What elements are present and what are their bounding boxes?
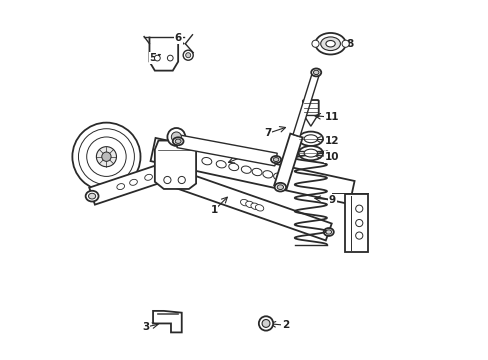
Circle shape (311, 40, 319, 47)
Text: 11: 11 (325, 112, 339, 122)
Circle shape (86, 137, 126, 176)
Text: 7: 7 (264, 129, 271, 138)
Polygon shape (155, 140, 196, 189)
Polygon shape (274, 134, 302, 189)
Polygon shape (177, 171, 331, 240)
Polygon shape (344, 194, 367, 252)
Circle shape (167, 55, 173, 61)
Circle shape (355, 232, 362, 239)
Text: 3: 3 (142, 322, 149, 332)
Ellipse shape (325, 230, 331, 234)
Ellipse shape (175, 139, 181, 143)
Circle shape (355, 205, 362, 212)
Polygon shape (153, 311, 182, 332)
Ellipse shape (325, 41, 335, 47)
Ellipse shape (129, 179, 137, 185)
Ellipse shape (263, 171, 272, 178)
Circle shape (78, 129, 134, 185)
Text: 9: 9 (328, 195, 335, 205)
Ellipse shape (255, 204, 263, 211)
Circle shape (183, 50, 193, 60)
Text: 1: 1 (210, 206, 217, 216)
Ellipse shape (304, 135, 317, 143)
Ellipse shape (252, 168, 262, 176)
FancyBboxPatch shape (303, 100, 318, 117)
Text: 5: 5 (149, 53, 156, 63)
Ellipse shape (274, 183, 285, 192)
Ellipse shape (298, 146, 323, 160)
Ellipse shape (315, 33, 345, 54)
Ellipse shape (277, 185, 283, 189)
Circle shape (167, 128, 185, 146)
Ellipse shape (273, 173, 283, 180)
Ellipse shape (270, 156, 281, 163)
Ellipse shape (88, 193, 96, 199)
Circle shape (96, 147, 116, 167)
Circle shape (258, 316, 273, 330)
Circle shape (72, 123, 140, 191)
Circle shape (102, 152, 111, 161)
Circle shape (341, 40, 348, 47)
Ellipse shape (228, 163, 238, 171)
Polygon shape (150, 138, 354, 204)
Ellipse shape (310, 68, 321, 76)
Text: 4: 4 (239, 152, 246, 162)
Ellipse shape (245, 201, 254, 208)
Polygon shape (89, 162, 170, 204)
Ellipse shape (144, 174, 152, 180)
Circle shape (163, 176, 171, 184)
Text: 6: 6 (174, 33, 182, 43)
Text: 10: 10 (325, 152, 339, 162)
Ellipse shape (85, 191, 99, 202)
Ellipse shape (117, 184, 124, 190)
Ellipse shape (323, 228, 333, 236)
Ellipse shape (172, 137, 183, 145)
Polygon shape (177, 135, 277, 166)
Ellipse shape (216, 161, 225, 168)
Ellipse shape (313, 70, 318, 75)
Polygon shape (292, 71, 319, 136)
Ellipse shape (202, 157, 211, 165)
Ellipse shape (298, 132, 323, 146)
Circle shape (178, 176, 185, 184)
Ellipse shape (241, 166, 251, 173)
Circle shape (185, 53, 190, 58)
Ellipse shape (250, 203, 259, 210)
Text: 2: 2 (282, 320, 289, 330)
Text: 12: 12 (325, 136, 339, 145)
Ellipse shape (240, 199, 248, 206)
Circle shape (171, 132, 181, 142)
Circle shape (154, 55, 160, 61)
Text: 8: 8 (346, 39, 353, 49)
Polygon shape (304, 116, 317, 126)
Ellipse shape (273, 158, 278, 162)
Ellipse shape (304, 149, 317, 157)
Circle shape (262, 319, 269, 327)
Circle shape (355, 220, 362, 226)
Ellipse shape (320, 37, 340, 50)
